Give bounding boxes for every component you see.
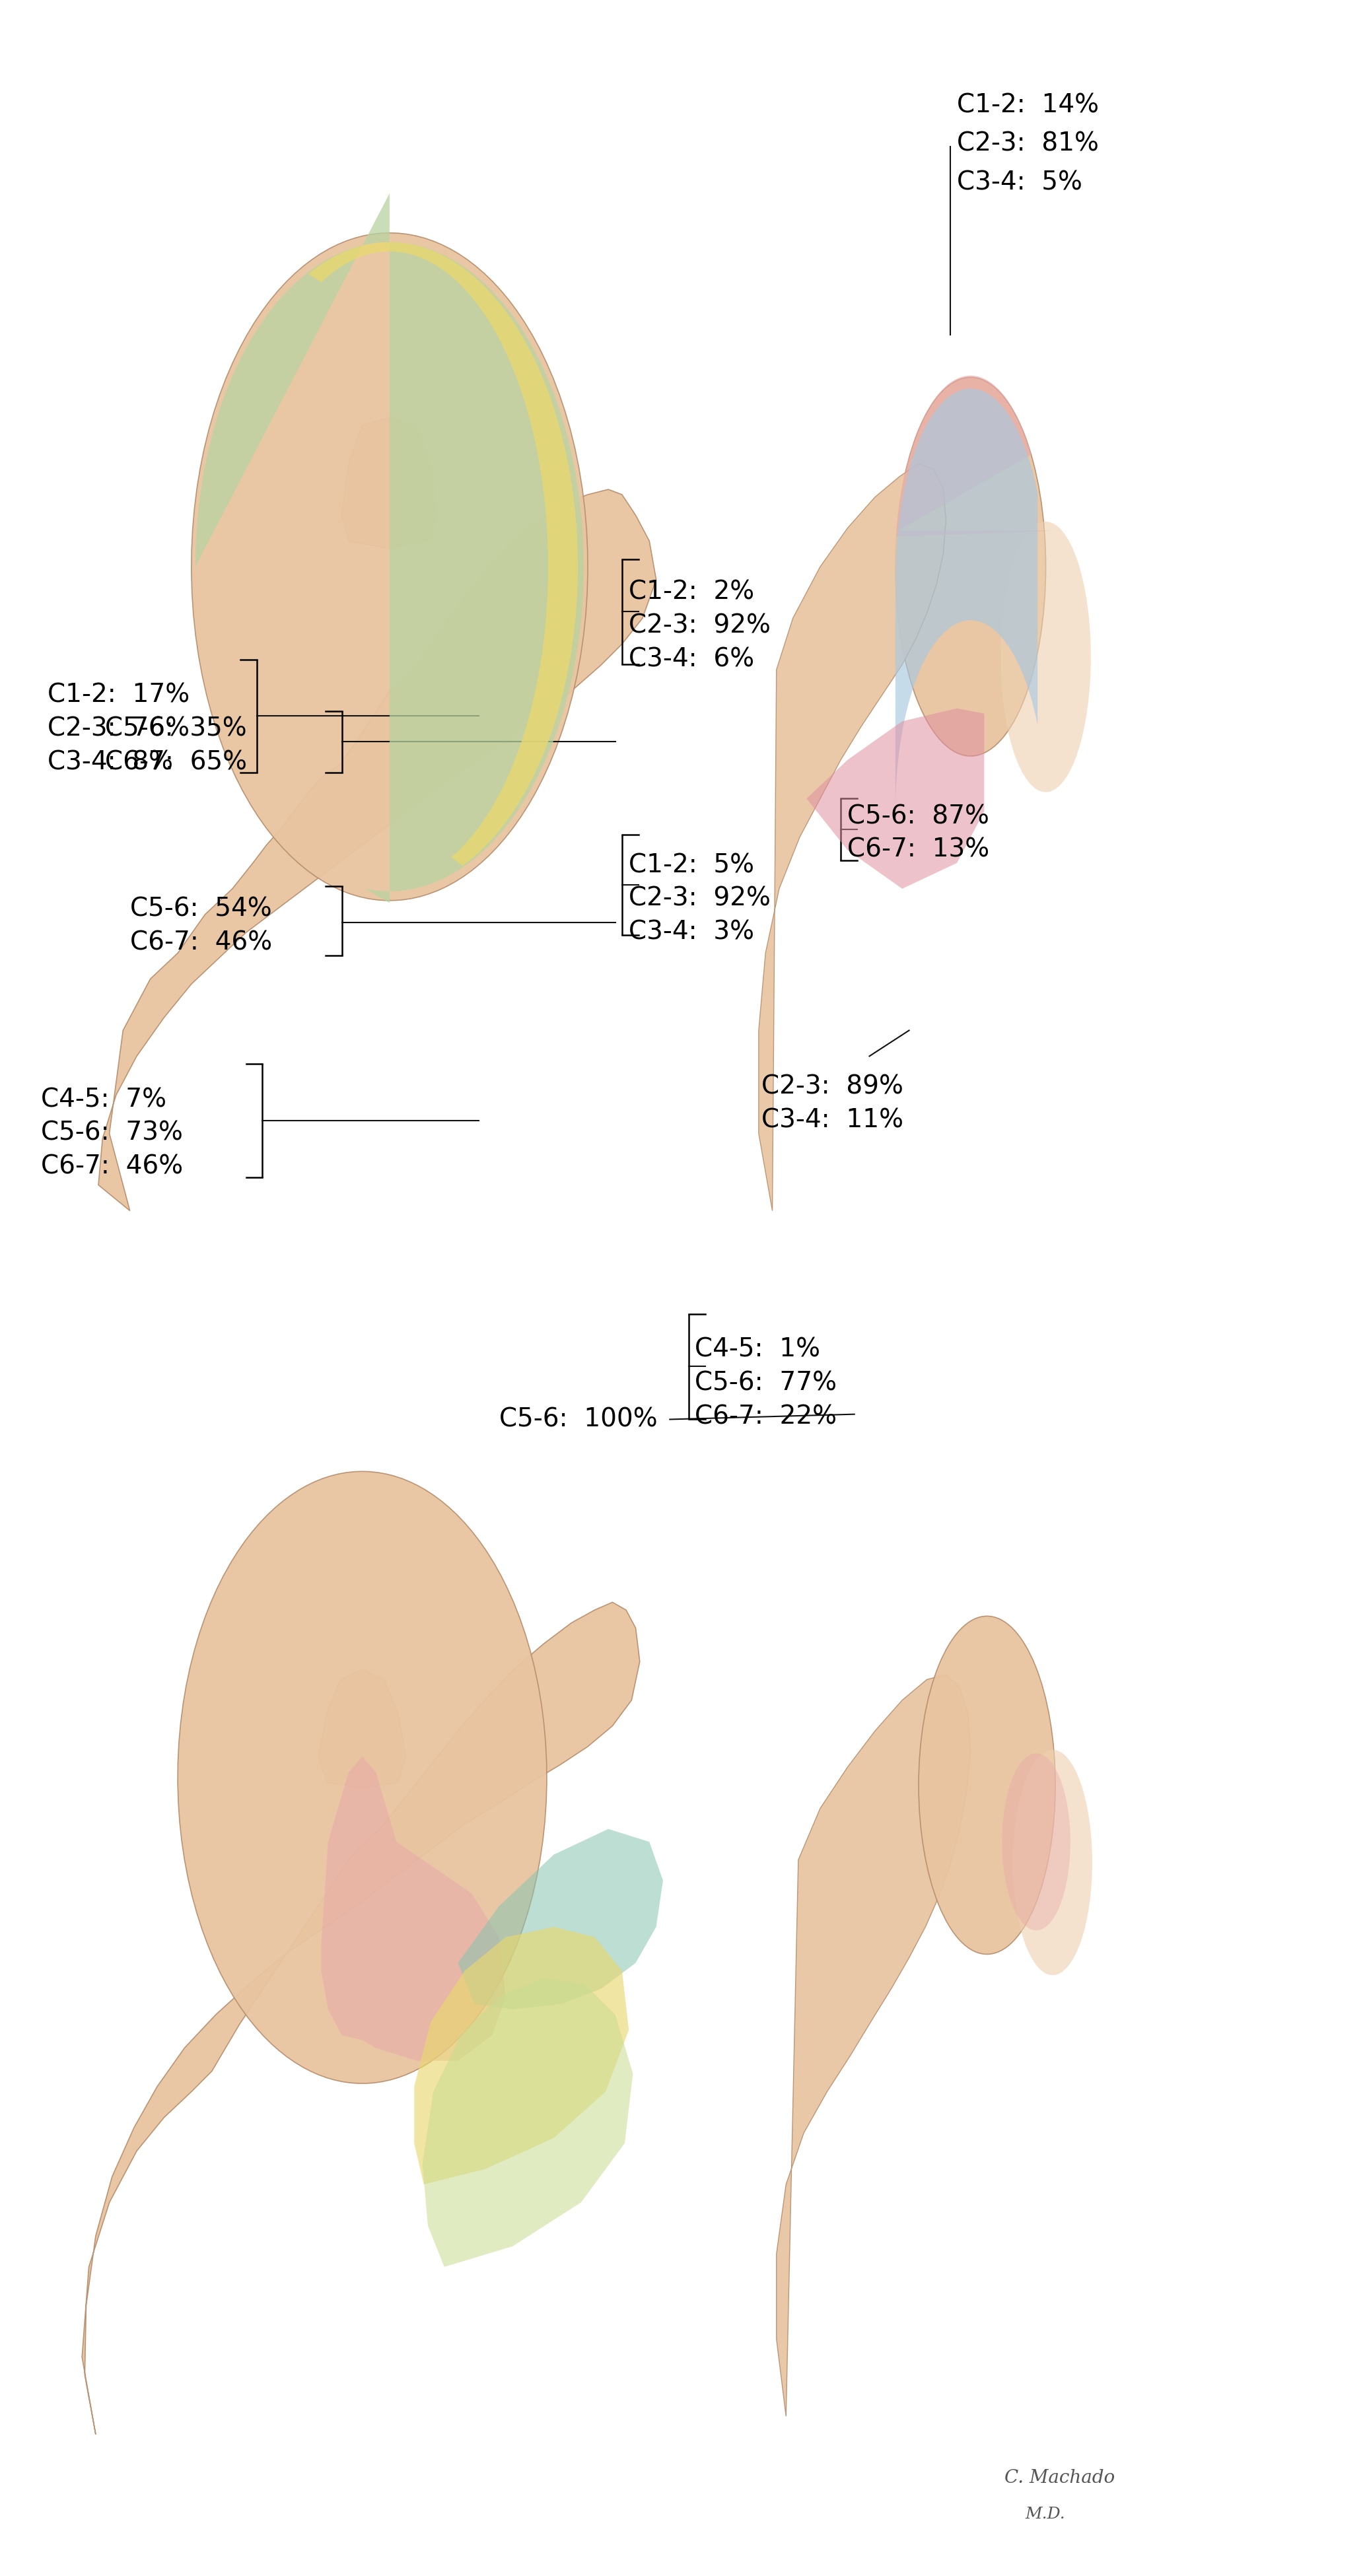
Text: C3-4:  8%: C3-4: 8% [48, 750, 174, 775]
Ellipse shape [1013, 1749, 1092, 1976]
Text: C1-2:  14%: C1-2: 14% [957, 93, 1099, 118]
Polygon shape [342, 417, 437, 549]
Ellipse shape [1001, 523, 1091, 793]
Polygon shape [195, 193, 584, 904]
Text: C6-7:  46%: C6-7: 46% [41, 1154, 183, 1180]
Text: C5-6:  100%: C5-6: 100% [499, 1406, 658, 1432]
Text: C1-2:  2%: C1-2: 2% [629, 580, 755, 605]
Text: C6-7:  22%: C6-7: 22% [694, 1404, 837, 1430]
Text: C3-4:  5%: C3-4: 5% [957, 170, 1083, 196]
Text: C. Machado: C. Machado [1005, 2470, 1115, 2486]
Ellipse shape [895, 376, 1046, 757]
Polygon shape [414, 1927, 629, 2184]
Polygon shape [98, 489, 656, 1211]
Text: C1-2:  17%: C1-2: 17% [48, 683, 190, 708]
Ellipse shape [1002, 1754, 1070, 1929]
Text: C5-6:  77%: C5-6: 77% [694, 1370, 837, 1396]
Text: C5-6:  87%: C5-6: 87% [848, 804, 990, 829]
Text: C2-3:  92%: C2-3: 92% [629, 886, 771, 912]
Text: C3-4:  6%: C3-4: 6% [629, 647, 755, 672]
Text: C3-4:  11%: C3-4: 11% [761, 1108, 904, 1133]
Polygon shape [178, 1471, 547, 2084]
Text: C4-5:  7%: C4-5: 7% [41, 1087, 167, 1113]
Polygon shape [807, 708, 984, 889]
Polygon shape [321, 1757, 506, 2061]
Text: C2-3:  81%: C2-3: 81% [957, 131, 1099, 157]
Polygon shape [319, 1669, 406, 1788]
Text: C2-3:  76%: C2-3: 76% [48, 716, 190, 742]
Polygon shape [895, 389, 1038, 811]
Polygon shape [759, 464, 946, 1211]
Text: C5-6:  54%: C5-6: 54% [130, 896, 272, 922]
Text: C1-2:  5%: C1-2: 5% [629, 853, 755, 878]
Text: C5-6:  73%: C5-6: 73% [41, 1121, 183, 1146]
Text: C2-3:  89%: C2-3: 89% [761, 1074, 904, 1100]
Text: C2-3:  92%: C2-3: 92% [629, 613, 771, 639]
Polygon shape [309, 242, 578, 866]
Polygon shape [776, 1674, 971, 2416]
Text: C4-5:  1%: C4-5: 1% [694, 1337, 820, 1363]
Polygon shape [422, 1978, 633, 2267]
Polygon shape [897, 376, 1053, 536]
Ellipse shape [919, 1615, 1055, 1955]
Text: M.D.: M.D. [1025, 2506, 1065, 2522]
Text: C5-6:  35%: C5-6: 35% [105, 716, 247, 742]
Polygon shape [191, 232, 588, 902]
Text: C6-7:  46%: C6-7: 46% [130, 930, 272, 956]
Polygon shape [82, 1602, 640, 2434]
Text: C6-7:  65%: C6-7: 65% [105, 750, 247, 775]
Polygon shape [458, 1829, 663, 2009]
Text: C3-4:  3%: C3-4: 3% [629, 920, 755, 945]
Text: C6-7:  13%: C6-7: 13% [848, 837, 990, 863]
